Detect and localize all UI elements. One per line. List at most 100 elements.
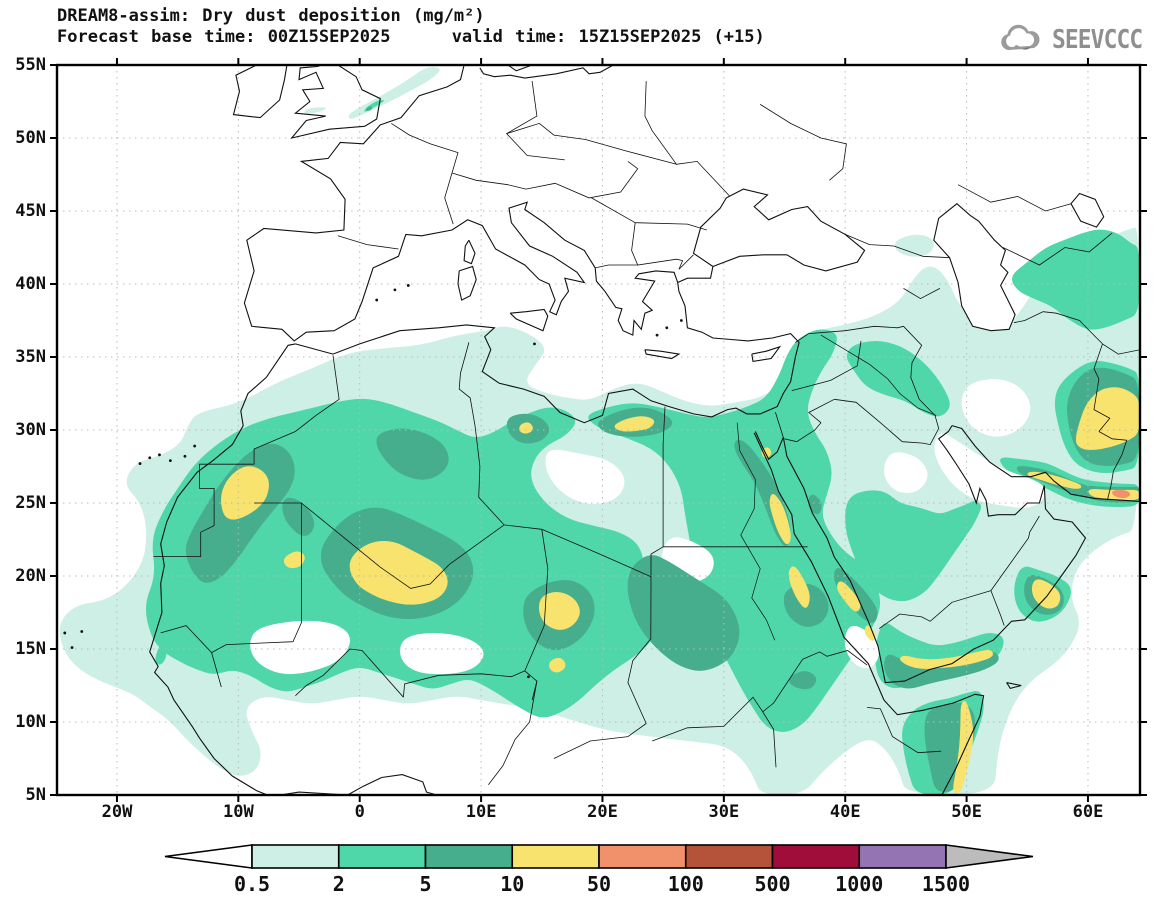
dust-contour-10-50 <box>864 625 876 641</box>
country-border <box>802 650 868 666</box>
dust-contour-10-50 <box>519 422 533 434</box>
colorbar-label: 5 <box>419 872 432 896</box>
colorbar-segment <box>598 844 687 869</box>
country-border <box>1002 232 1113 266</box>
country-border <box>791 340 862 391</box>
country-border <box>845 234 950 259</box>
island-dot <box>665 326 669 330</box>
country-border <box>1098 431 1128 501</box>
dust-contour-hole <box>250 620 350 675</box>
lon-tick-label: 0 <box>354 802 365 822</box>
dust-contour-10-50 <box>221 466 269 520</box>
country-border <box>458 342 476 426</box>
lon-tick-label: 10W <box>222 802 254 822</box>
country-border <box>903 326 940 429</box>
island-dot <box>168 459 172 463</box>
colorbar-segment <box>424 844 514 869</box>
country-border <box>444 172 454 225</box>
lat-tick-label: 20N <box>15 566 46 586</box>
dust-contour-10-50 <box>769 494 791 545</box>
country-border <box>957 184 1072 212</box>
river <box>736 422 776 641</box>
coastline <box>782 425 1087 684</box>
seevccc-logo: SEEVCCC <box>998 22 1155 58</box>
island-dot <box>527 675 530 679</box>
dust-contour-hole <box>884 452 928 494</box>
colorbar-segment <box>771 844 861 869</box>
colorbar-label: 0.5 <box>233 872 271 896</box>
colorbar-label: 500 <box>754 872 791 896</box>
dust-contour-hole <box>934 433 1045 508</box>
lat-tick-label: 55N <box>15 55 46 75</box>
country-border <box>506 122 677 165</box>
country-border <box>1013 311 1103 345</box>
dust-contour-5-10 <box>366 106 373 111</box>
lon-tick-label: 30E <box>708 802 740 822</box>
country-border <box>391 123 459 174</box>
coastline <box>149 343 296 795</box>
colorbar-segment <box>858 844 947 869</box>
country-border <box>554 161 639 199</box>
colorbar-arrow-left <box>164 844 253 869</box>
country-border <box>784 398 835 443</box>
dust-contour-0.5-2 <box>348 67 440 119</box>
dust-contour-10-50 <box>283 551 305 569</box>
island-dot <box>63 631 67 635</box>
dust-contour-10-50 <box>614 416 655 432</box>
dust-contour-hole <box>545 449 625 505</box>
country-border <box>488 681 538 786</box>
dust-contour-5-10 <box>789 671 817 690</box>
country-border <box>403 670 538 701</box>
dust-contour-10-50 <box>953 700 974 794</box>
country-border <box>878 590 992 629</box>
country-border <box>591 197 694 270</box>
coastline <box>457 265 477 301</box>
dust-contour-5-10 <box>627 555 740 671</box>
lat-tick-label: 25N <box>15 493 46 513</box>
coastline <box>509 308 549 332</box>
country-border <box>295 648 404 698</box>
island-dot <box>375 298 379 302</box>
dust-contour-10-50 <box>788 566 810 608</box>
dust-contour-50-100 <box>1112 489 1131 499</box>
lon-tick-label: 10E <box>465 802 497 822</box>
island-dot <box>655 333 659 337</box>
island-dot <box>533 342 536 346</box>
island-dot <box>406 284 410 287</box>
island-dot <box>70 646 74 649</box>
colorbar-label: 1500 <box>921 872 971 896</box>
country-border <box>451 172 556 190</box>
lon-tick-label: 40E <box>829 802 861 822</box>
lat-tick-label: 50N <box>15 128 46 148</box>
chart-title: DREAM8-assim: Dry dust deposition (mg/m²… <box>57 6 485 26</box>
country-border <box>153 463 255 557</box>
colorbar-label: 50 <box>586 872 612 896</box>
country-border <box>1102 343 1140 355</box>
country-border <box>903 288 941 300</box>
coastline <box>644 349 681 360</box>
colorbar-label: 10 <box>500 872 525 896</box>
colorbar-segment <box>684 844 774 869</box>
country-border <box>990 515 1040 591</box>
coastline <box>754 431 784 461</box>
dust-contour-2-5 <box>845 490 982 602</box>
country-border <box>524 529 549 672</box>
country-border <box>595 264 638 269</box>
logo-text: SEEVCCC <box>1052 25 1143 55</box>
island-dot <box>138 462 142 465</box>
country-border <box>795 325 904 343</box>
dust-contour-10-50 <box>549 657 566 673</box>
colorbar-arrow-right <box>945 844 1034 869</box>
country-border <box>301 502 505 589</box>
coastline <box>277 774 439 795</box>
country-border <box>775 412 784 438</box>
coastline <box>883 693 985 795</box>
coastline <box>507 65 533 72</box>
country-border <box>1093 343 1111 432</box>
country-border <box>337 235 399 250</box>
lat-tick-label: 10N <box>15 712 46 732</box>
island-dot <box>148 456 152 460</box>
sea-outline <box>692 188 866 272</box>
island-dot <box>183 454 187 458</box>
